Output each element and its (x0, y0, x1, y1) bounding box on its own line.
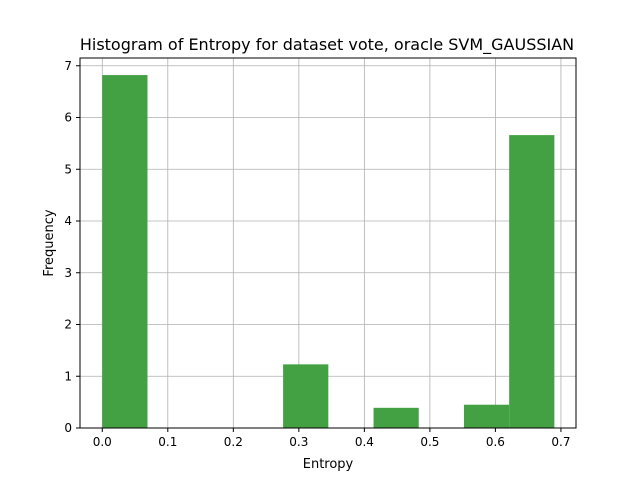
y-tick-label: 0 (64, 421, 72, 435)
x-tick-label: 0.1 (158, 435, 177, 449)
y-tick-label: 4 (64, 214, 72, 228)
x-tick-label: 0.2 (224, 435, 243, 449)
histogram-bar-6 (373, 407, 419, 428)
x-tick-label: 0.5 (420, 435, 439, 449)
histogram-bars (102, 75, 555, 429)
y-tick-label: 6 (64, 111, 72, 125)
histogram-bar-0 (102, 75, 148, 429)
y-axis-ticks: 0 1 2 3 4 5 6 7 (64, 59, 80, 435)
y-tick-label: 1 (64, 369, 72, 383)
y-tick-label: 2 (64, 318, 72, 332)
chart-title: Histogram of Entropy for dataset vote, o… (80, 35, 574, 55)
x-tick-label: 0.7 (551, 435, 570, 449)
grid-lines (80, 58, 576, 429)
y-tick-label: 7 (64, 59, 72, 73)
plot-frame (79, 57, 577, 429)
y-axis-label: Frequency (42, 209, 57, 276)
x-axis-ticks: 0.0 0.1 0.2 0.3 0.4 0.5 0.6 0.7 (93, 428, 570, 449)
histogram-bar-9 (509, 135, 555, 428)
x-tick-label: 0.0 (93, 435, 112, 449)
x-tick-label: 0.6 (486, 435, 505, 449)
y-tick-label: 5 (64, 162, 72, 176)
histogram-bar-8 (463, 404, 510, 428)
y-tick-label: 3 (64, 266, 72, 280)
x-axis-label: Entropy (303, 457, 354, 472)
histogram-bar-4 (283, 364, 329, 428)
x-tick-label: 0.3 (289, 435, 308, 449)
x-tick-label: 0.4 (355, 435, 374, 449)
